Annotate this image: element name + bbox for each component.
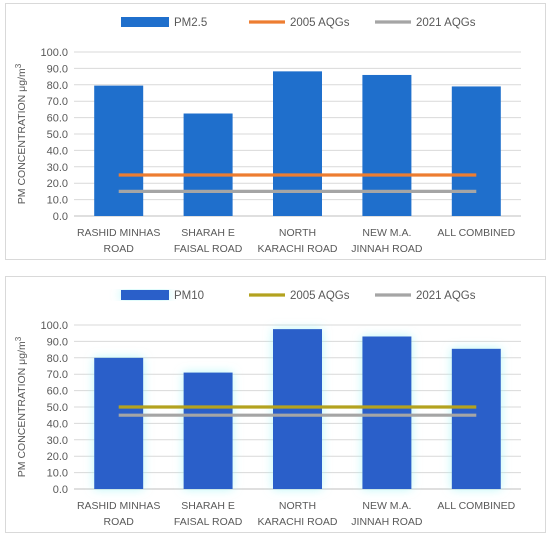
pm25-bar: [94, 85, 144, 217]
pm10-x-tick-label: RASHID MINHAS ROAD: [77, 500, 160, 528]
pm10-x-tick-label: SHARAH E FAISAL ROAD: [174, 500, 243, 528]
pm10-y-tick-label: 80.0: [47, 353, 68, 365]
pm10-y-tick-label: 100.0: [40, 320, 68, 332]
pm10-legend-label: 2021 AQGs: [416, 290, 476, 302]
pm10-legend-item: 2021 AQGs: [375, 290, 476, 302]
pm25-bar: [451, 86, 501, 216]
pm25-bar: [362, 74, 412, 217]
pm10-y-tick-label: 50.0: [47, 402, 68, 414]
pm10-bar: [94, 357, 144, 489]
pm25-legend-label: 2021 AQGs: [416, 17, 476, 29]
pm25-chart-svg: 0.0 10.0 20.0 30.0 40.0 50.0 60.0 70.0 80.0 90.0 1…: [14, 17, 521, 255]
pm25-legend-item: 2021 AQGs: [375, 17, 476, 29]
pm25-chart: 0.0 10.0 20.0 30.0 40.0 50.0 60.0 70.0 80.0 90.0 1…: [5, 3, 546, 260]
pm25-y-tick-label: 70.0: [47, 96, 68, 108]
pm10-bar: [183, 372, 233, 489]
pm25-y-tick-label: 80.0: [47, 80, 68, 92]
pm25-bar: [273, 71, 322, 217]
pm10-y-tick-label: 10.0: [47, 468, 68, 480]
pm10-y-tick-label: 60.0: [47, 386, 68, 398]
pm10-y-tick-label: 30.0: [47, 435, 68, 447]
pm25-y-tick-label: 10.0: [47, 195, 68, 207]
pm25-legend-item: 2005 AQGs: [249, 17, 350, 29]
pm10-chart-svg: 0.0 10.0 20.0 30.0 40.0 50.0 60.0 70.0 80.0 90.0 1…: [14, 290, 521, 528]
pm25-x-tick-label: NEW M.A. JINNAH ROAD: [351, 227, 423, 255]
pm10-bar: [362, 336, 412, 489]
pm25-legend-swatch: [121, 17, 169, 27]
pm25-x-tick-label: ALL COMBINED: [437, 227, 515, 239]
pm25-y-tick-label: 90.0: [47, 63, 68, 75]
pm10-x-tick-label: NORTH KARACHI ROAD: [258, 500, 338, 528]
pm10-x-tick-label: ALL COMBINED: [437, 500, 515, 512]
pm10-y-tick-label: 40.0: [47, 418, 68, 430]
pm10-legend-item: 2005 AQGs: [249, 290, 350, 302]
pm25-bar: [183, 113, 233, 216]
pm10-bar: [273, 329, 322, 489]
pm25-y-axis-label: PM CONCENTRATION μg/m3: [14, 63, 28, 204]
pm25-legend-item: PM2.5: [121, 17, 207, 29]
pm25-y-tick-label: 40.0: [47, 145, 68, 157]
pm25-y-tick-label: 60.0: [47, 113, 68, 125]
pm10-legend-swatch: [121, 290, 169, 300]
pm25-y-tick-label: 100.0: [40, 47, 68, 59]
pm10-y-axis-label: PM CONCENTRATION μg/m3: [14, 336, 28, 477]
pm10-y-tick-label: 0.0: [53, 484, 68, 496]
pm10-y-tick-label: 90.0: [47, 336, 68, 348]
pm10-legend-label: PM10: [174, 290, 204, 302]
pm10-y-tick-label: 20.0: [47, 451, 68, 463]
pm25-legend-label: 2005 AQGs: [290, 17, 350, 29]
pm25-x-tick-label: NORTH KARACHI ROAD: [258, 227, 338, 255]
pm10-y-tick-label: 70.0: [47, 369, 68, 381]
pm25-x-tick-label: SHARAH E FAISAL ROAD: [174, 227, 243, 255]
pm25-y-tick-label: 20.0: [47, 178, 68, 190]
pm10-x-tick-label: NEW M.A. JINNAH ROAD: [351, 500, 423, 528]
pm25-x-tick-label: RASHID MINHAS ROAD: [77, 227, 160, 255]
pm10-chart: 0.0 10.0 20.0 30.0 40.0 50.0 60.0 70.0 80.0 90.0 1…: [5, 276, 546, 533]
pm25-y-tick-label: 30.0: [47, 162, 68, 174]
pm25-y-tick-label: 0.0: [53, 211, 68, 223]
pm10-bar: [451, 348, 501, 489]
pm25-y-tick-label: 50.0: [47, 129, 68, 141]
pm10-legend-label: 2005 AQGs: [290, 290, 350, 302]
pm25-legend-label: PM2.5: [174, 17, 207, 29]
pm10-legend-item: PM10: [121, 290, 204, 302]
